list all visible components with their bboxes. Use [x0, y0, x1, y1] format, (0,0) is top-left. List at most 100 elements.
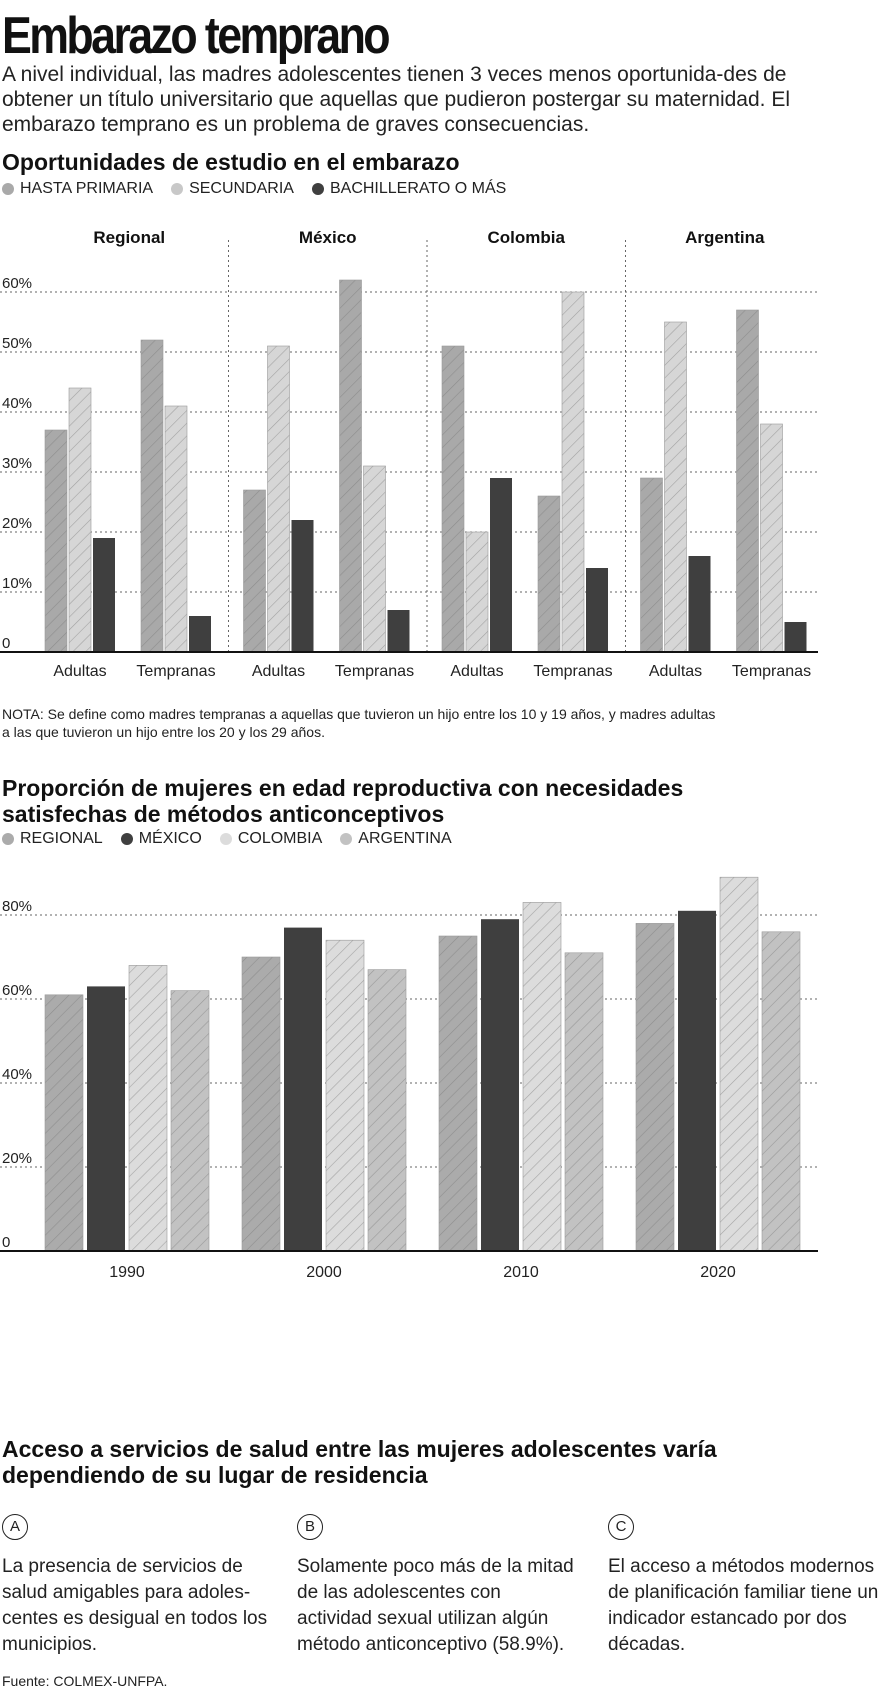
- x-tick-label: Adultas: [649, 663, 702, 680]
- x-tick-label: Tempranas: [533, 663, 612, 680]
- group-label-mexico: México: [299, 228, 357, 247]
- chart2-legend: REGIONAL MÉXICO COLOMBIA ARGENTINA: [2, 830, 452, 848]
- letter-badge-c: C: [608, 1514, 634, 1540]
- legend-item-argentina: ARGENTINA: [340, 830, 452, 848]
- section3-title: Acceso a servicios de salud entre las mu…: [2, 1436, 717, 1488]
- bar-2000-colombia: [325, 939, 365, 1252]
- bar-2020-colombia: [719, 876, 759, 1252]
- bar-2010-regional: [438, 935, 478, 1252]
- info-column-b: B Solamente poco más de la mitad de las …: [297, 1514, 577, 1658]
- legend-swatch-bachillerato: [311, 183, 324, 195]
- y-tick-label: 0: [2, 635, 10, 652]
- info-text-b: Solamente poco más de la mitad de las ad…: [297, 1556, 574, 1655]
- page-title: Embarazo temprano: [2, 7, 391, 65]
- bar-2000-argentina: [367, 969, 407, 1252]
- bar-2000-regional: [241, 956, 281, 1252]
- x-tick-label: Tempranas: [335, 663, 414, 680]
- page-subtitle: A nivel individual, las madres adolescen…: [2, 63, 791, 136]
- x-tick-label: 2000: [306, 1264, 342, 1281]
- x-tick-label: Adultas: [450, 663, 503, 680]
- legend-label-mexico: MÉXICO: [138, 830, 202, 847]
- bar-2010-colombia: [522, 902, 562, 1252]
- bar-colombia-adultas-bachillerato-o-mas: [490, 478, 512, 652]
- x-tick-label: 2020: [700, 1264, 736, 1281]
- bar-regional-adultas-bachillerato-o-mas: [93, 538, 115, 652]
- bar-argentina-tempranas-bachillerato-o-mas: [784, 622, 807, 652]
- bar-1990-colombia: [128, 965, 168, 1252]
- y-tick-label: 40%: [2, 395, 32, 412]
- y-tick-label: 50%: [2, 335, 32, 352]
- legend-swatch-mexico: [120, 833, 133, 845]
- bar-argentina-adultas-secundaria: [664, 321, 687, 653]
- bar-2020-regional: [635, 923, 675, 1252]
- info-column-a: A La presencia de servicios de salud ami…: [2, 1514, 282, 1658]
- legend-item-colombia: COLOMBIA: [219, 830, 323, 848]
- bar-regional-tempranas-hasta-primaria: [140, 339, 164, 653]
- info-text-c: El acceso a métodos modernos de planific…: [608, 1556, 879, 1655]
- group-label-colombia: Colombia: [488, 228, 566, 247]
- group-label-argentina: Argentina: [685, 228, 765, 247]
- bar-colombia-adultas-secundaria: [465, 531, 489, 653]
- y-tick-label: 60%: [2, 982, 32, 999]
- x-tick-label: Tempranas: [732, 663, 811, 680]
- y-tick-label: 20%: [2, 515, 32, 532]
- bar-mexico-tempranas-hasta-primaria: [339, 279, 362, 653]
- chart2-title: Proporción de mujeres en edad reproducti…: [2, 775, 684, 827]
- y-tick-label: 20%: [2, 1150, 32, 1167]
- legend-item-bachillerato: BACHILLERATO O MÁS: [311, 180, 507, 198]
- legend-swatch-colombia: [219, 833, 232, 845]
- source-note: Fuente: COLMEX-UNFPA.: [2, 1673, 168, 1689]
- legend-swatch-argentina: [340, 833, 353, 845]
- y-tick-label: 0: [2, 1234, 10, 1251]
- x-tick-label: Adultas: [53, 663, 106, 680]
- info-column-c: C El acceso a métodos modernos de planif…: [608, 1514, 883, 1658]
- bar-regional-tempranas-bachillerato-o-mas: [189, 616, 211, 652]
- y-tick-label: 40%: [2, 1066, 32, 1083]
- x-tick-label: Tempranas: [136, 663, 215, 680]
- letter-badge-a: A: [2, 1514, 28, 1540]
- bar-mexico-adultas-bachillerato-o-mas: [291, 520, 314, 652]
- bar-1990-argentina: [170, 990, 210, 1252]
- bar-regional-adultas-hasta-primaria: [44, 429, 68, 653]
- letter-badge-b: B: [297, 1514, 323, 1540]
- bar-argentina-tempranas-hasta-primaria: [736, 309, 759, 653]
- bar-colombia-tempranas-secundaria: [561, 291, 585, 653]
- info-text-a: La presencia de servicios de salud amiga…: [2, 1556, 268, 1655]
- y-tick-label: 80%: [2, 898, 32, 915]
- chart1-title: Oportunidades de estudio en el embarazo: [2, 149, 460, 175]
- bar-argentina-tempranas-secundaria: [760, 423, 783, 653]
- bar-regional-adultas-secundaria: [68, 387, 92, 653]
- bar-mexico-adultas-secundaria: [267, 345, 290, 653]
- bar-1990-mexico: [87, 986, 125, 1251]
- bar-2010-mexico: [481, 919, 519, 1251]
- legend-label-secundaria: SECUNDARIA: [189, 180, 294, 197]
- x-tick-label: 2010: [503, 1264, 539, 1281]
- chart1-note: NOTA: Se define como madres tempranas a …: [2, 706, 716, 740]
- bar-2020-mexico: [678, 910, 716, 1251]
- bar-2020-argentina: [761, 931, 801, 1252]
- legend-label-argentina: ARGENTINA: [358, 830, 452, 847]
- chart2-plot: 0 20% 40% 60% 80% 1990 2000 2010 2020: [0, 876, 818, 1281]
- bar-mexico-tempranas-secundaria: [363, 465, 386, 653]
- y-tick-label: 30%: [2, 455, 32, 472]
- legend-label-colombia: COLOMBIA: [237, 830, 323, 847]
- legend-label-bachillerato: BACHILLERATO O MÁS: [329, 180, 507, 197]
- bar-mexico-adultas-hasta-primaria: [243, 489, 266, 653]
- legend-item-secundaria: SECUNDARIA: [171, 180, 294, 198]
- bar-regional-tempranas-secundaria: [164, 405, 188, 653]
- bar-colombia-adultas-hasta-primaria: [441, 345, 465, 653]
- bar-2000-mexico: [284, 927, 322, 1251]
- legend-label-regional: REGIONAL: [20, 830, 103, 847]
- legend-label-primaria: HASTA PRIMARIA: [20, 180, 154, 197]
- legend-swatch-primaria: [2, 183, 14, 195]
- chart1-legend: HASTA PRIMARIA SECUNDARIA BACHILLERATO O…: [2, 180, 506, 198]
- chart1-plot: 0 10% 20% 30% 40% 50% 60% Regional Adultas Tempra…: [0, 228, 818, 680]
- y-tick-label: 10%: [2, 575, 32, 592]
- bar-argentina-adultas-bachillerato-o-mas: [688, 556, 711, 652]
- group-label-regional: Regional: [93, 228, 165, 247]
- legend-swatch-secundaria: [171, 183, 184, 195]
- x-tick-label: Adultas: [252, 663, 305, 680]
- legend-item-primaria: HASTA PRIMARIA: [2, 180, 153, 198]
- legend-swatch-regional: [2, 833, 14, 845]
- bar-argentina-adultas-hasta-primaria: [640, 477, 663, 653]
